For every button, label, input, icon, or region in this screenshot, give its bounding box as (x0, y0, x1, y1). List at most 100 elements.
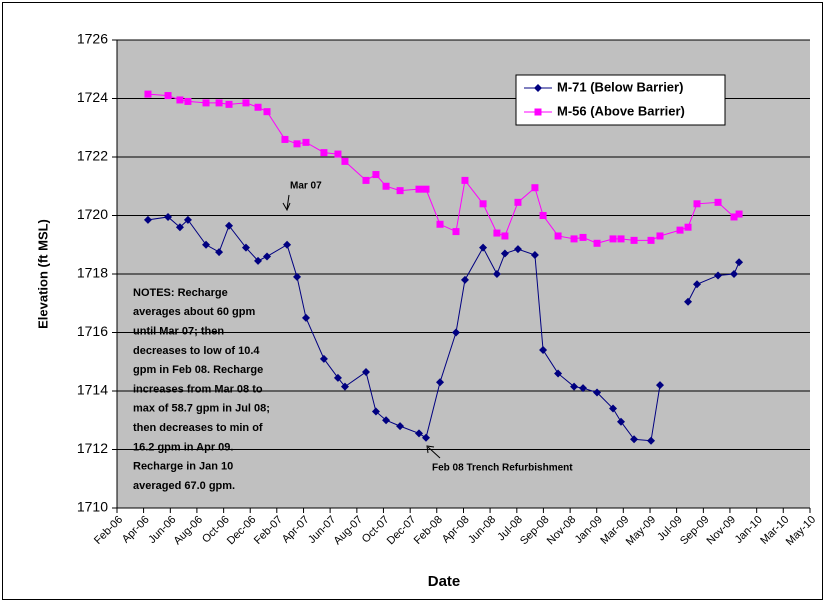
marker (283, 240, 292, 249)
marker (531, 184, 539, 192)
marker (241, 243, 250, 252)
marker (382, 182, 390, 190)
marker (735, 210, 743, 218)
marker (534, 108, 542, 116)
marker (617, 235, 625, 243)
note-line: 16.2 gpm in Apr 09. (133, 441, 233, 453)
marker (539, 212, 547, 219)
marker (451, 328, 460, 337)
marker (175, 223, 184, 232)
marker (436, 220, 444, 228)
marker (534, 84, 542, 92)
marker (501, 232, 509, 240)
marker (176, 96, 184, 104)
marker (422, 185, 430, 193)
series-line (147, 93, 740, 244)
annotation: Mar 07 (290, 181, 322, 192)
marker (513, 245, 522, 254)
marker (554, 232, 562, 240)
note-line: Recharge in Jan 10 (133, 461, 233, 473)
marker (530, 250, 539, 259)
note-line: until Mar 07; then (133, 326, 224, 338)
marker (415, 185, 423, 193)
marker (593, 239, 601, 247)
marker (579, 233, 587, 241)
marker (647, 236, 655, 244)
marker (301, 313, 310, 322)
note-line: averages about 60 gpm (133, 306, 255, 318)
marker (340, 382, 349, 391)
marker (144, 90, 152, 98)
note-line: averaged 67.0 gpm. (133, 480, 235, 492)
marker (143, 215, 152, 224)
y-tick-label: 1722 (77, 148, 108, 164)
marker (396, 187, 404, 195)
marker (514, 198, 522, 206)
marker (225, 100, 233, 108)
marker (361, 367, 370, 376)
marker (414, 429, 423, 438)
marker (319, 354, 328, 363)
marker (281, 135, 289, 143)
marker (452, 228, 460, 236)
marker (302, 138, 310, 146)
marker (382, 416, 391, 425)
marker (184, 97, 192, 105)
note-line: gpm in Feb 08. Recharge (133, 364, 263, 376)
marker (215, 99, 223, 107)
y-axis-label: Elevation (ft MSL) (35, 219, 50, 329)
marker (293, 272, 302, 281)
marker (254, 103, 262, 111)
marker (539, 346, 548, 355)
note-line: then decreases to min of (133, 422, 263, 434)
marker (421, 433, 430, 442)
marker (202, 240, 211, 249)
legend-label: M-71 (Below Barrier) (557, 79, 683, 94)
marker (730, 270, 739, 278)
note-line: decreases to low of 10.4 (133, 345, 260, 357)
marker (570, 235, 578, 243)
marker (493, 229, 501, 237)
marker (693, 280, 702, 289)
marker (242, 99, 250, 107)
marker (164, 92, 172, 100)
y-tick-label: 1726 (77, 31, 108, 47)
marker (320, 149, 328, 157)
marker (570, 382, 579, 391)
marker (554, 369, 563, 378)
marker (372, 171, 380, 179)
x-axis-label: Date (428, 573, 461, 590)
marker (164, 212, 173, 221)
marker (630, 435, 639, 444)
marker (362, 176, 370, 184)
y-tick-label: 1724 (77, 89, 108, 105)
marker (655, 381, 664, 390)
marker (593, 388, 602, 397)
marker (609, 404, 618, 413)
marker (263, 252, 272, 261)
marker (579, 384, 588, 393)
marker (396, 422, 405, 431)
marker (730, 213, 738, 221)
marker (333, 373, 342, 382)
arrow-head (282, 202, 291, 212)
marker (479, 243, 488, 252)
y-tick-label: 1712 (77, 440, 108, 456)
marker (371, 407, 380, 416)
y-tick-label: 1716 (77, 323, 108, 339)
marker (609, 235, 617, 243)
series-line (147, 216, 661, 442)
marker (436, 378, 445, 387)
marker (341, 157, 349, 165)
marker (202, 99, 210, 107)
marker (656, 232, 664, 240)
marker (293, 140, 301, 148)
y-tick-label: 1710 (77, 499, 108, 515)
y-tick-label: 1714 (77, 382, 108, 398)
legend (515, 74, 726, 126)
note-line: NOTES: Recharge (133, 287, 228, 299)
arrow-head (426, 445, 435, 454)
marker (479, 200, 487, 208)
legend-label: M-56 (Above Barrier) (557, 103, 685, 118)
